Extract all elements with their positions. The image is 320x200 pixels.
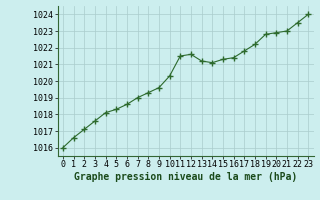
X-axis label: Graphe pression niveau de la mer (hPa): Graphe pression niveau de la mer (hPa)	[74, 172, 297, 182]
